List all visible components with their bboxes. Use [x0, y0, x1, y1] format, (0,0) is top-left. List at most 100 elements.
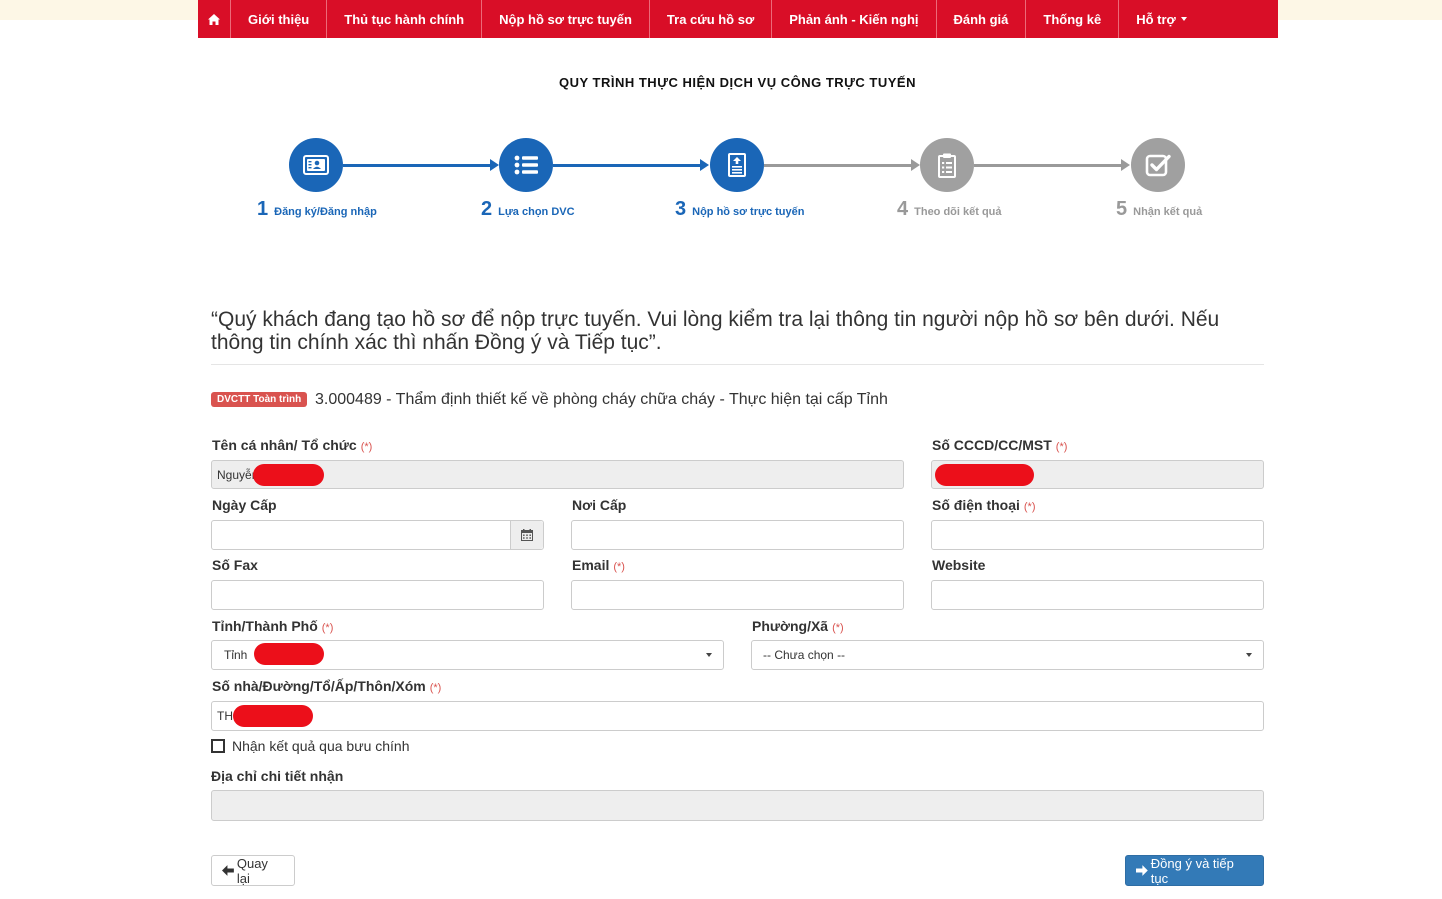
process-title: QUY TRÌNH THỰC HIỆN DỊCH VỤ CÔNG TRỰC TU… — [558, 75, 916, 90]
home-icon[interactable] — [198, 0, 231, 38]
nav-item-rating[interactable]: Đánh giá — [937, 0, 1027, 38]
arrow-right-icon — [700, 159, 709, 171]
caret-down-icon — [1246, 653, 1252, 657]
arrow-right-icon — [1136, 865, 1148, 876]
website-label: Website — [932, 557, 986, 573]
redaction-mark — [233, 705, 313, 727]
procedure-name: 3.000489 - Thẩm định thiết kế về phòng c… — [315, 391, 888, 408]
step-1-circle — [289, 138, 343, 192]
name-value: Nguyễn — [217, 467, 259, 482]
step-number: 4 — [897, 198, 909, 220]
step-number: 5 — [1116, 198, 1128, 220]
nav-item-label: Hỗ trợ — [1136, 11, 1176, 27]
phone-field[interactable] — [931, 520, 1264, 550]
step-3-label: 3 Nộp hồ sơ trực tuyến — [675, 198, 804, 221]
redaction-mark — [253, 464, 324, 486]
required-mark: (*) — [1023, 501, 1036, 513]
step-5-label: 5 Nhận kết quả — [1116, 198, 1202, 221]
nav-item-intro[interactable]: Giới thiệu — [231, 0, 328, 38]
required-mark: (*) — [321, 622, 334, 634]
intro-message: “Quý khách đang tạo hồ sơ để nộp trực tu… — [211, 308, 1220, 354]
caret-down-icon — [706, 653, 712, 657]
label-text: Email — [572, 557, 610, 573]
main-nav: Giới thiệu Thủ tục hành chính Nộp hồ sơ … — [198, 0, 1278, 38]
detail-address-field[interactable] — [211, 790, 1264, 821]
nav-item-feedback[interactable]: Phản ánh - Kiến nghị — [772, 0, 937, 38]
step-number: 1 — [257, 198, 269, 220]
ward-select[interactable]: -- Chưa chọn -- — [751, 640, 1264, 670]
nav-item-submit-online[interactable]: Nộp hồ sơ trực tuyến — [482, 0, 650, 38]
website-field[interactable] — [931, 580, 1264, 610]
arrow-right-icon — [911, 159, 920, 171]
nav-item-label: Thống kê — [1043, 11, 1102, 27]
email-field[interactable] — [571, 580, 904, 610]
address-value: TH — [217, 709, 233, 723]
label-text: Tên cá nhân/ Tổ chức — [212, 437, 357, 453]
name-field[interactable]: Nguyễn — [211, 460, 904, 489]
label-text: Số nhà/Đường/Tổ/Ấp/Thôn/Xóm — [212, 678, 426, 694]
step-2-label: 2 Lựa chọn DVC — [481, 198, 575, 221]
address-field[interactable]: TH — [211, 701, 1264, 731]
calendar-icon[interactable] — [510, 521, 543, 549]
step-5-circle — [1131, 138, 1185, 192]
address-label: Số nhà/Đường/Tổ/Ấp/Thôn/Xóm (*) — [212, 678, 441, 694]
step-text: Nộp hồ sơ trực tuyến — [692, 206, 805, 218]
step-4-circle — [920, 138, 974, 192]
step-4-label: 4 Theo dõi kết quả — [897, 198, 1002, 221]
id-number-label: Số CCCD/CC/MST (*) — [932, 437, 1067, 453]
step-2-circle — [499, 138, 553, 192]
label-text: Số CCCD/CC/MST — [932, 437, 1052, 453]
fax-field[interactable] — [211, 580, 544, 610]
required-mark: (*) — [832, 622, 844, 634]
nav-item-label: Giới thiệu — [248, 11, 310, 27]
label-text: Số điện thoại — [932, 497, 1020, 513]
required-mark: (*) — [1055, 441, 1068, 453]
fax-label: Số Fax — [212, 557, 258, 573]
issue-date-field[interactable] — [211, 520, 544, 550]
province-label: Tỉnh/Thành Phố (*) — [212, 618, 333, 634]
id-number-field[interactable] — [931, 460, 1264, 489]
agree-continue-button[interactable]: Đồng ý và tiếp tục — [1125, 855, 1264, 886]
postal-checkbox-label[interactable]: Nhận kết quả qua bưu chính — [232, 738, 410, 754]
step-connector — [764, 164, 912, 167]
email-label: Email (*) — [572, 557, 625, 573]
process-steps: 1 Đăng ký/Đăng nhập 2 Lựa chọn DVC 3 Nộp… — [0, 0, 1442, 240]
province-value: Tỉnh — [224, 648, 248, 662]
step-3-circle — [710, 138, 764, 192]
step-text: Theo dõi kết quả — [914, 206, 1002, 218]
detail-address-label: Địa chỉ chi tiết nhận — [211, 768, 344, 784]
nav-item-statistics[interactable]: Thống kê — [1026, 0, 1120, 38]
province-select[interactable]: Tỉnh — [211, 640, 724, 670]
step-number: 3 — [675, 198, 687, 220]
arrow-right-icon — [490, 159, 499, 171]
arrow-left-icon — [222, 865, 234, 876]
back-button-label: Quay lại — [236, 855, 268, 886]
postal-checkbox[interactable] — [211, 739, 225, 753]
nav-item-label: Nộp hồ sơ trực tuyến — [499, 11, 632, 27]
step-connector — [553, 164, 701, 167]
caret-down-icon — [1180, 17, 1187, 21]
divider — [211, 364, 1264, 365]
step-text: Nhận kết quả — [1133, 206, 1203, 218]
arrow-right-icon — [1121, 159, 1130, 171]
label-text: Phường/Xã — [752, 618, 829, 634]
list-icon — [514, 155, 538, 175]
clipboard-icon — [938, 153, 956, 178]
nav-item-support[interactable]: Hỗ trợ — [1119, 0, 1204, 38]
required-mark: (*) — [360, 441, 373, 453]
nav-item-lookup[interactable]: Tra cứu hồ sơ — [650, 0, 773, 38]
back-button[interactable]: Quay lại — [211, 855, 295, 886]
procedure-badge: DVCTT Toàn trình — [211, 392, 308, 407]
nav-item-label: Thủ tục hành chính — [344, 11, 465, 27]
name-label: Tên cá nhân/ Tổ chức (*) — [212, 437, 372, 453]
ward-label: Phường/Xã (*) — [752, 618, 844, 634]
nav-item-procedures[interactable]: Thủ tục hành chính — [327, 0, 483, 38]
phone-label: Số điện thoại (*) — [932, 497, 1036, 513]
ward-value: -- Chưa chọn -- — [763, 648, 846, 662]
step-connector — [974, 164, 1122, 167]
issue-place-field[interactable] — [571, 520, 904, 550]
step-text: Đăng ký/Đăng nhập — [274, 206, 377, 218]
nav-item-label: Phản ánh - Kiến nghị — [789, 11, 919, 27]
id-card-icon — [303, 155, 329, 175]
required-mark: (*) — [429, 682, 442, 694]
